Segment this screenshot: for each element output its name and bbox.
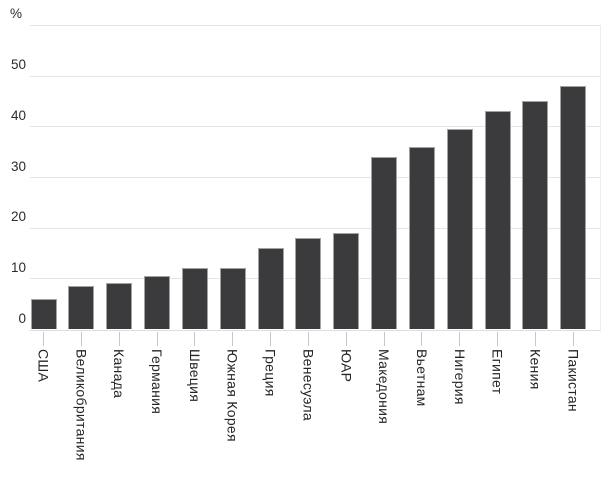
x-axis-label: Швеция	[186, 349, 203, 403]
bar	[295, 238, 322, 329]
x-axis-label: США	[35, 349, 52, 383]
y-axis-tick-label: 50	[10, 57, 26, 73]
x-axis-tick	[307, 332, 309, 346]
x-axis-label: Южная Корея	[224, 349, 241, 442]
bar	[68, 286, 95, 329]
bar	[371, 157, 398, 329]
x-axis-tick	[345, 332, 347, 346]
bar-area	[333, 25, 360, 329]
bar	[408, 147, 435, 329]
x-axis-label: Вьетнам	[413, 349, 430, 407]
x-axis-label: Венесуэла	[300, 349, 317, 421]
bar	[560, 86, 587, 329]
x-axis-label: Македония	[376, 349, 393, 425]
bar-column: Греция	[257, 25, 284, 490]
bar-column: Канада	[106, 25, 133, 490]
bar	[446, 129, 473, 329]
x-axis-label: ЮАР	[338, 349, 355, 383]
bar-columns: США Великобритания Канада Германия Швеция Южн…	[30, 25, 600, 490]
y-axis-tick-label: 30	[10, 158, 26, 174]
bar	[144, 276, 171, 329]
bar-area	[181, 25, 208, 329]
x-axis-label: Германия	[149, 349, 166, 415]
bar-column: Великобритания	[68, 25, 95, 490]
x-axis-tick	[156, 332, 158, 346]
bar-column: Венесуэла	[295, 25, 322, 490]
bar	[219, 268, 246, 329]
y-axis: 0 10 20 30 40 50	[0, 25, 27, 329]
bar-area	[371, 25, 398, 329]
x-axis-label: Кения	[527, 349, 544, 390]
bar	[30, 299, 57, 329]
bar-column: Нигерия	[446, 25, 473, 490]
x-axis-tick	[497, 332, 499, 346]
x-axis-tick	[534, 332, 536, 346]
bar-area	[219, 25, 246, 329]
bar	[106, 283, 133, 329]
bar-area	[106, 25, 133, 329]
gridline	[30, 75, 600, 77]
bar	[522, 101, 549, 329]
bar-column: Германия	[144, 25, 171, 490]
x-axis-label: Канада	[111, 349, 128, 399]
bar	[257, 248, 284, 329]
bar-column: Македония	[371, 25, 398, 490]
bar-area	[560, 25, 587, 329]
x-axis-tick	[383, 332, 385, 346]
bar-area	[257, 25, 284, 329]
gridline	[30, 177, 600, 178]
y-axis-tick-label: 40	[10, 107, 26, 123]
y-axis-tick-label: 0	[18, 310, 26, 326]
bar-column: Швеция	[181, 25, 208, 490]
x-axis-label: Пакистан	[565, 349, 582, 412]
x-axis-tick	[232, 332, 234, 346]
bar-column: Кения	[522, 25, 549, 490]
bar-area	[30, 25, 57, 329]
x-axis-tick	[80, 332, 82, 346]
bar-area	[484, 25, 511, 329]
x-axis-tick	[194, 332, 196, 346]
bar-area	[144, 25, 171, 329]
x-axis-label: Великобритания	[73, 349, 90, 461]
bar-column: ЮАР	[333, 25, 360, 490]
bar-area	[68, 25, 95, 329]
y-axis-tick-label: 10	[10, 259, 26, 275]
gridline	[30, 126, 600, 128]
x-axis-label: Греция	[262, 349, 279, 397]
x-axis-label: Египет	[489, 349, 506, 395]
bar-column: США	[30, 25, 57, 490]
x-axis-tick	[421, 332, 423, 346]
bar-column: Южная Корея	[219, 25, 246, 490]
bar	[181, 268, 208, 329]
bar-area	[295, 25, 322, 329]
bar-area	[408, 25, 435, 329]
y-axis-tick-label: 20	[10, 209, 26, 225]
bar	[484, 111, 511, 329]
bar-area	[522, 25, 549, 329]
y-axis-unit-label: %	[10, 6, 23, 21]
bar	[333, 233, 360, 329]
x-axis-label: Нигерия	[451, 349, 468, 405]
bar-column: Пакистан	[560, 25, 587, 490]
x-axis-tick	[118, 332, 120, 346]
gridline	[30, 227, 600, 229]
x-axis-tick	[459, 332, 461, 346]
x-axis-tick	[572, 332, 574, 346]
x-axis-tick	[43, 332, 44, 346]
bar-column: Египет	[484, 25, 511, 490]
x-axis-tick	[270, 332, 272, 346]
bar-area	[446, 25, 473, 329]
bar-column: Вьетнам	[408, 25, 435, 490]
